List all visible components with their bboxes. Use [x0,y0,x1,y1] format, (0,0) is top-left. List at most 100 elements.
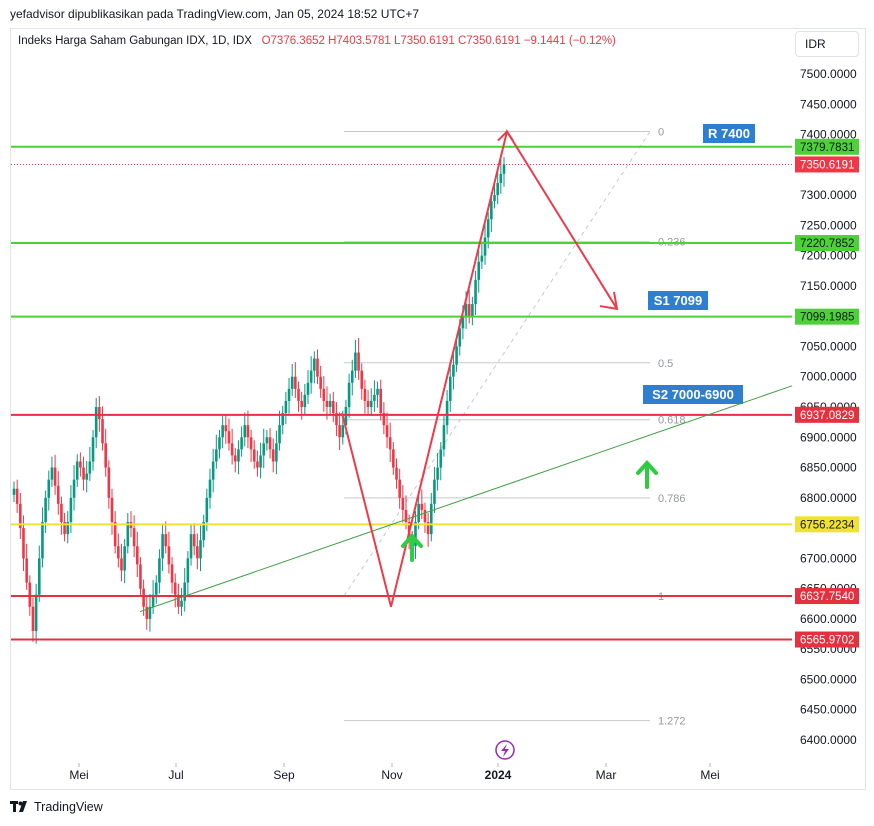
candle-body [218,437,221,450]
candle-body [344,407,348,426]
ohlc-high: H7403.5781 [328,35,391,47]
candle-body [395,467,398,480]
footer-brand-label: TradingView [34,800,103,814]
candle-body [480,255,484,262]
symbol-name: Indeks Harga Saham Gabungan IDX, 1D, IDX [18,35,252,47]
candle-body [196,546,199,559]
tradingview-logo-icon [10,801,30,813]
candle-body [483,237,487,256]
y-tick-label: 7150.0000 [800,279,857,293]
currency-button[interactable]: IDR [795,31,859,57]
candle-body [139,564,142,589]
support-trendline [139,385,793,613]
candle-body [373,394,376,401]
candle-body [420,503,424,510]
annotation-box [643,385,743,404]
y-tick-label: 7500.0000 [800,67,857,81]
x-tick-label: 2024 [485,768,512,782]
candle-body [47,479,51,498]
candle-body [75,461,79,480]
y-tick-label: 7200.0000 [800,249,857,263]
candle-body [331,400,335,414]
candle-body [281,413,285,426]
candle-body [56,485,60,504]
price-level-tag [795,308,859,325]
candle-body [123,546,126,571]
candle-body [309,370,313,383]
candle-body [22,528,25,559]
candle-body [401,497,405,510]
candle-body [259,455,262,468]
candle-body [227,431,231,444]
candle-body [161,534,164,559]
candle-body [12,488,16,495]
candle-body [240,437,243,450]
candle-body [189,534,193,559]
candle-body [338,425,341,438]
candle-body [215,449,218,462]
candle-body [249,437,253,450]
publish-line: yefadvisor dipublikasikan pada TradingVi… [10,7,420,21]
candle-body [452,364,455,377]
candle-body [205,497,209,523]
x-tick-label: Mei [69,768,88,782]
candle-body [237,449,240,462]
candle-body [350,370,354,383]
up-arrow-icon [636,460,658,489]
candle-body [101,419,104,444]
y-tick-label: 7400.0000 [800,128,857,142]
candle-body [398,479,401,498]
candle-body [496,182,499,196]
candle-body [230,443,234,456]
candle-body [319,376,322,389]
candle-body [363,388,367,401]
price-level-tag [795,631,859,648]
candle-body [79,461,82,468]
candle-body [426,522,430,535]
x-tick-label: Mei [700,768,719,782]
candle-body [347,382,351,407]
fib-level-label: 0.786 [658,493,686,505]
candle-body [164,534,168,547]
candle-body [142,588,145,607]
annotation-label: S2 7000-6900 [652,387,734,402]
y-tick-label: 7450.0000 [800,97,857,111]
candle-body [85,473,89,480]
candle-body [53,467,57,486]
candle-body [145,606,149,619]
candle-body [271,449,275,462]
fib-level-label: 1.272 [658,716,686,728]
candle-body [436,467,439,480]
footer-brand[interactable]: TradingView [10,800,103,814]
candle-body [502,164,506,174]
peak-marker-icon [497,129,514,142]
candle-body [265,437,269,444]
candle-body [382,413,386,426]
candle-body [135,546,139,565]
candle-body [94,407,98,438]
candle-body [303,394,307,407]
candle-body [31,606,35,632]
candle-body [278,425,281,444]
y-tick-label: 6800.0000 [800,491,857,505]
price-level-label: 6756.2234 [800,519,855,531]
ohlc-low: L7350.6191 [393,35,455,47]
candle-body [287,388,291,401]
y-tick-label: 7050.0000 [800,339,857,353]
candle-body [151,594,155,607]
candle-body [417,503,420,523]
lightning-icon [501,744,509,757]
candle-body [360,370,364,389]
candle-body [423,509,427,523]
candle-body [335,413,338,426]
candle-body [224,425,228,432]
price-level-tag [795,588,859,605]
candle-body [148,606,152,619]
x-tick-label: Sep [273,768,295,782]
candle-body [221,425,224,438]
candle-body [132,528,136,547]
candle-body [180,600,183,607]
candle-body [322,388,326,401]
candle-body [300,400,303,407]
